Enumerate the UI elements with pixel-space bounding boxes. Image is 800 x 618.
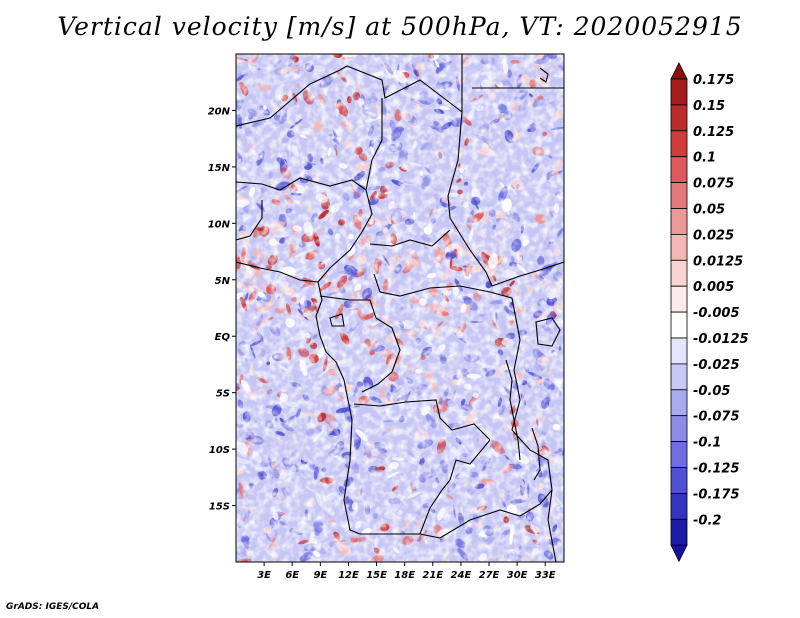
border-lake-victoria (535, 317, 561, 347)
colorbar: 0.175 0.15 0.125 0.1 0.075 0.05 0.025 0.0125 0.0… (670, 62, 749, 563)
colorbar-label: 0.05 (693, 203, 725, 218)
border-gabon-congo (329, 313, 345, 327)
border-sahel-west (236, 200, 263, 241)
colorbar-label: -0.2 (693, 513, 721, 528)
border-angola-namibia (343, 379, 441, 539)
lon-tick-label: 30E (507, 570, 528, 581)
colorbar-label: -0.05 (693, 384, 730, 399)
colorbar-swatch (670, 518, 688, 546)
border-angola-zambia (419, 439, 491, 535)
colorbar-label: -0.1 (693, 436, 721, 451)
map-title: Vertical velocity [m/s] at 500hPa, VT: 2… (57, 12, 743, 41)
border-cameroon-congo (319, 295, 377, 319)
colorbar-label: -0.125 (693, 462, 740, 477)
colorbar-swatch (670, 337, 688, 365)
colorbar-label: 0.025 (693, 228, 734, 243)
colorbar-label: -0.005 (693, 306, 740, 321)
colorbar-swatch (670, 130, 688, 158)
border-lake-malawi (531, 427, 541, 481)
colorbar-swatch (670, 208, 688, 235)
colorbar-label: 0.15 (693, 99, 725, 114)
lon-tick-label: 3E (257, 570, 271, 581)
border-sudan-ethiopia (491, 261, 564, 287)
lon-tick-label: 15E (366, 570, 387, 581)
border-niger-nigeria (236, 177, 367, 191)
colorbar-label: -0.0125 (693, 332, 749, 347)
lat-tick-label: 15S (209, 502, 230, 513)
lat-tick-label: 10S (209, 445, 230, 456)
grads-credit: GrADS: IGES/COLA (6, 602, 100, 612)
colorbar-label: -0.075 (693, 410, 740, 425)
lat-tick-label: EQ (215, 332, 231, 343)
border-nigeria-cameroon (317, 189, 373, 283)
colorbar-swatch (670, 363, 688, 391)
lat-tick-label: 20N (208, 106, 231, 117)
colorbar-swatch (670, 285, 688, 313)
border-drc-angola (353, 399, 491, 441)
colorbar-swatch (670, 492, 688, 520)
lon-tick-label: 9E (313, 570, 327, 581)
longitude-axis: 3E 6E 9E 12E 15E 18E 21E 24E 27E 30E 33E (257, 562, 556, 581)
lon-tick-label: 18E (394, 570, 415, 581)
colorbar-label: 0.175 (693, 73, 734, 88)
lat-tick-label: 15N (208, 163, 231, 174)
colorbar-swatch (670, 259, 688, 287)
colorbar-swatch (670, 389, 688, 417)
border-lakes (505, 359, 521, 461)
lat-tick-label: 5N (215, 276, 231, 287)
latitude-axis: 20N 15N 10N 5N EQ 5S 10S 15S (208, 106, 236, 513)
colorbar-label: -0.175 (693, 487, 740, 502)
border-car-drc (373, 273, 513, 299)
colorbar-top-cap (670, 62, 688, 80)
country-borders (236, 54, 564, 562)
colorbar-label: 0.005 (693, 280, 734, 295)
lat-tick-label: 5S (216, 389, 230, 400)
border-libya-niger (346, 65, 463, 113)
border-east-africa (511, 297, 557, 562)
colorbar-swatch (670, 182, 688, 209)
lon-tick-label: 6E (285, 570, 299, 581)
lon-tick-label: 24E (451, 570, 472, 581)
border-niger-chad (365, 98, 383, 191)
map-frame (235, 53, 565, 563)
colorbar-swatch (670, 104, 688, 132)
colorbar-bottom-cap (670, 544, 688, 563)
border-congo-drc (361, 317, 401, 393)
border-algeria-niger (236, 65, 348, 127)
colorbar-label: 0.125 (693, 125, 734, 140)
lon-tick-label: 33E (535, 570, 556, 581)
colorbar-label: 0.075 (693, 177, 734, 192)
border-gabon-coast (315, 281, 345, 381)
velocity-field (236, 54, 564, 562)
colorbar-label: 0.0125 (693, 254, 743, 269)
colorbar-swatch (670, 311, 688, 339)
lon-tick-label: 27E (479, 570, 500, 581)
colorbar-swatch (670, 467, 688, 494)
field-noise-overlay (236, 54, 564, 562)
border-chad-car (369, 229, 451, 247)
border-west-coast (236, 261, 319, 283)
colorbar-label: 0.1 (693, 151, 716, 166)
colorbar-swatch (670, 441, 688, 468)
lon-tick-label: 21E (422, 570, 443, 581)
colorbar-swatch (670, 78, 688, 106)
lon-tick-label: 12E (338, 570, 359, 581)
colorbar-label: -0.025 (693, 358, 740, 373)
colorbar-swatch (670, 156, 688, 183)
colorbar-swatch (670, 233, 688, 261)
lat-tick-label: 10N (208, 219, 231, 230)
border-zambia-south (439, 489, 553, 539)
colorbar-swatch (670, 415, 688, 443)
border-ne-corner (539, 67, 549, 83)
border-chad-sudan (447, 111, 493, 287)
